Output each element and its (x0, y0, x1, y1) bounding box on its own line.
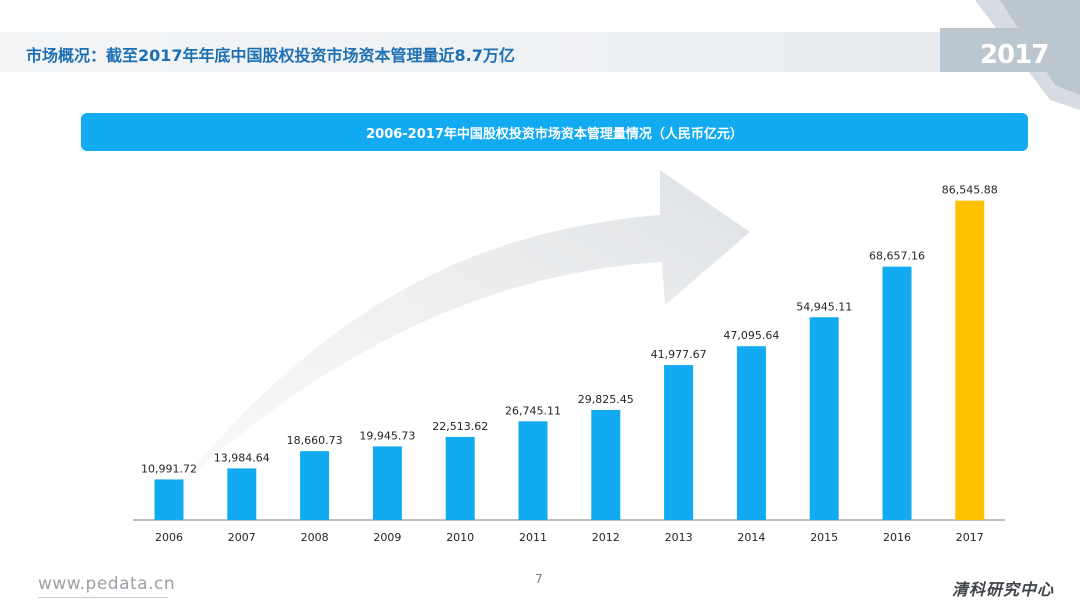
bar-2008 (300, 451, 330, 520)
data-label-2009: 19,945.73 (359, 429, 415, 442)
bar-2012 (591, 409, 621, 520)
x-tick-label-2017: 2017 (956, 531, 984, 544)
data-label-2011: 26,745.11 (505, 404, 561, 417)
x-tick-label-2015: 2015 (810, 531, 838, 544)
chart-title-banner: 2006-2017年中国股权投资市场资本管理量情况（人民币亿元） (81, 113, 1028, 151)
x-tick-label-2007: 2007 (228, 531, 256, 544)
brand-logo-text: 清科研究中心 (952, 580, 1055, 599)
growth-arrow-decoration (175, 170, 750, 490)
header-band (0, 32, 1080, 72)
data-label-2016: 68,657.16 (869, 250, 925, 263)
x-tick-label-2011: 2011 (519, 531, 547, 544)
data-label-2015: 54,945.11 (796, 300, 852, 313)
year-badge: 2017 (980, 40, 1049, 70)
data-label-2008: 18,660.73 (287, 434, 343, 447)
bar-2009 (372, 446, 402, 520)
footer-url[interactable]: www.pedata.cn (38, 574, 176, 594)
data-label-2017: 86,545.88 (942, 184, 998, 197)
bar-2016 (882, 266, 912, 520)
x-tick-label-2006: 2006 (155, 531, 183, 544)
data-label-2012: 29,825.45 (578, 393, 634, 406)
bar-2014 (736, 346, 766, 520)
footer-divider (38, 597, 168, 598)
data-label-2013: 41,977.67 (651, 348, 707, 361)
chart-title: 2006-2017年中国股权投资市场资本管理量情况（人民币亿元） (366, 126, 743, 142)
page-title: 市场概况：截至2017年年底中国股权投资市场资本管理量近8.7万亿 (26, 46, 515, 65)
bar-2010 (445, 436, 475, 520)
x-tick-label-2009: 2009 (373, 531, 401, 544)
x-tick-label-2012: 2012 (592, 531, 620, 544)
bar-2007 (227, 468, 257, 520)
data-label-2007: 13,984.64 (214, 451, 270, 464)
bars-group: 10,991.72 2006 13,984.64 2007 18,660.73 2008 1… (141, 184, 998, 544)
bar-2006 (154, 479, 184, 520)
x-tick-label-2010: 2010 (446, 531, 474, 544)
bar-2015 (809, 317, 839, 520)
page-number: 7 (535, 572, 543, 586)
corner-decoration (940, 0, 1080, 110)
data-label-2006: 10,991.72 (141, 462, 197, 475)
bar-2011 (518, 421, 548, 520)
x-tick-label-2014: 2014 (737, 531, 765, 544)
bar-2017 (955, 200, 985, 521)
bar-2013 (664, 365, 694, 520)
x-tick-label-2008: 2008 (301, 531, 329, 544)
x-tick-label-2013: 2013 (665, 531, 693, 544)
data-label-2014: 47,095.64 (723, 329, 779, 342)
x-tick-label-2016: 2016 (883, 531, 911, 544)
data-label-2010: 22,513.62 (432, 420, 488, 433)
